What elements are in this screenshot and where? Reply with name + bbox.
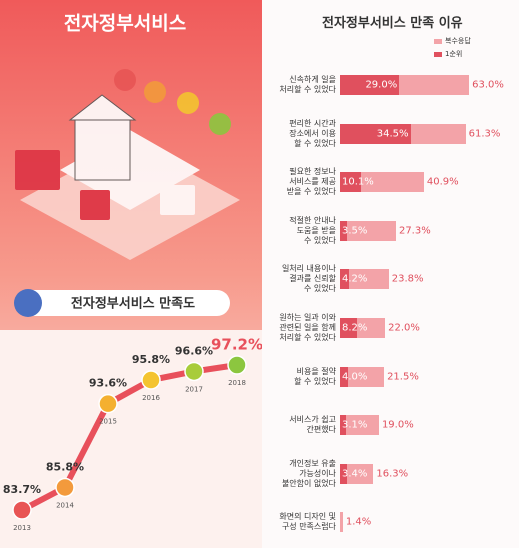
bar [340,463,374,484]
legend-entry: 1순위 [434,49,471,59]
data-label: 93.6% [89,377,127,390]
category-label: 필요한 정보나 서비스를 제공 받을 수 있었다 [286,167,336,197]
data-label: 61.3% [468,128,501,140]
x-tick-label: 2014 [56,501,74,509]
data-label: 21.5% [387,371,419,383]
data-label: 85.8% [46,460,84,473]
bar [340,269,349,290]
x-tick-label: 2015 [99,418,117,426]
category-label: 화면의 디자인 및 구성 만족스럽다 [279,512,336,532]
marker [184,361,204,382]
reasons-panel: 전자정부서비스 만족 이유 복수응답 1순위 신속하게 일을 처리할 수 있었다 6… [262,0,519,548]
data-label: 34.5% [376,128,409,140]
x-tick-label: 2013 [13,524,31,532]
legend-swatch [434,51,442,57]
marker [12,500,32,520]
bar [340,172,424,193]
bar [340,220,396,241]
data-label: 10.1% [342,176,374,188]
data-label: 83.7% [3,483,41,496]
data-label: 29.0% [365,79,398,91]
category-label: 신속하게 일을 처리할 수 있었다 [279,75,336,94]
category-label: 비용을 절약 할 수 있었다 [294,366,336,386]
data-label: 22.0% [388,322,420,334]
bar [340,512,343,533]
data-label: 3.1% [342,419,368,431]
page-title: 전자정부서비스 [64,13,186,35]
data-label: 4.0% [342,371,368,383]
bar [340,123,411,144]
data-label: 96.6% [175,344,213,357]
data-label: 16.3% [376,468,409,480]
category-label: 원하는 일과 이와 관련된 일을 함께 처리할 수 있었다 [279,313,336,342]
legend: 복수응답 1순위 [434,36,471,62]
category-label: 개인정보 유출 가능성이나 불안함이 없었다 [281,458,336,488]
satisfaction-panel: 전자정부서비스 전자정부서비스 만족도 83.7% 2013 85.8% 2014 93… [0,0,262,548]
data-label: 8.2% [342,322,368,334]
data-label: 95.8% [132,353,170,366]
data-label: 23.8% [391,273,424,285]
legend-label: 복수응답 [445,37,471,45]
data-label: 19.0% [381,419,414,431]
data-label: 27.3% [398,225,431,237]
legend-swatch [434,38,442,44]
data-label: 4.2% [342,273,368,285]
category-label: 편리한 시간과 장소에서 이용 할 수 있었다 [289,118,336,148]
data-label: 3.5% [342,225,368,237]
category-label: 적절한 안내나 도움을 받을 수 있었다 [289,215,336,245]
bar [340,318,357,338]
x-tick-label: 2016 [142,394,160,402]
legend-label: 1순위 [445,50,463,58]
bar [340,366,385,387]
bar [340,415,347,436]
marker [141,370,161,390]
data-label: 40.9% [426,176,459,188]
thumb-icon [14,289,42,317]
legend-entry: 복수응답 [434,36,471,46]
chart-title: 전자정부서비스 만족 이유 [322,16,463,31]
marker [98,393,118,414]
subtitle-banner [18,290,230,316]
bar [340,172,361,193]
bar [340,463,347,484]
x-tick-label: 2018 [228,379,246,387]
category-label: 서비스가 쉽고 간편했다 [289,415,336,435]
data-label: 63.0% [472,79,504,91]
marker [55,477,75,498]
category-label: 일처리 내용이나 결과를 신뢰할 수 있었다 [281,264,336,294]
data-label: 3.4% [342,468,368,480]
marker [227,355,247,375]
chart-title: 전자정부서비스 만족도 [71,296,195,312]
x-tick-label: 2017 [185,385,203,393]
bar [340,366,349,387]
data-label: 97.2% [211,336,262,354]
data-label: 1.4% [345,516,372,528]
bar [340,415,379,436]
bar [340,220,348,241]
bar [340,75,400,95]
illustration [15,69,240,260]
bar [340,269,389,290]
